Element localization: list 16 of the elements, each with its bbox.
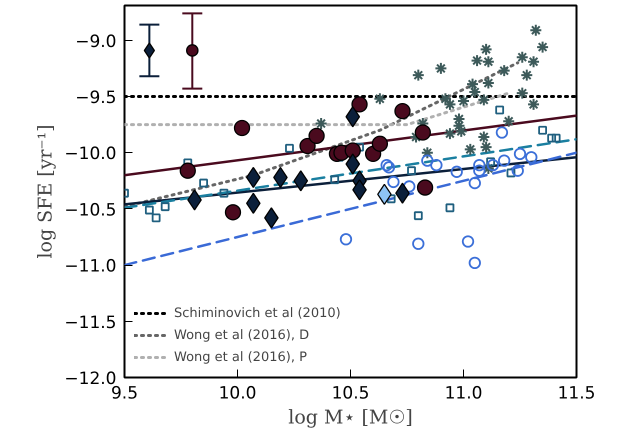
x-tick-label: 10.0: [218, 384, 256, 404]
x-tick-label: 11.0: [444, 384, 482, 404]
legend-label: Schiminovich et al (2010): [174, 306, 341, 320]
x-tick-label: 10.5: [332, 384, 370, 404]
y-tick-label: −9.5: [75, 88, 116, 108]
legend-label: Wong et al (2016), D: [174, 328, 310, 342]
legend-label: Wong et al (2016), P: [174, 350, 307, 364]
y-axis-title: log SFE [yr⁻¹]: [34, 124, 56, 259]
y-tick-label: −11.5: [64, 312, 117, 333]
y-tick-label: −10.0: [64, 144, 117, 164]
x-tick-label: 9.5: [110, 384, 138, 404]
x-axis-title: log M⋆ [M☉]: [288, 406, 413, 428]
x-tick-label: 11.5: [558, 384, 596, 404]
y-tick-label: −10.5: [64, 200, 117, 220]
y-tick-label: −11.0: [64, 256, 117, 277]
y-tick-label: −9.0: [75, 32, 116, 52]
